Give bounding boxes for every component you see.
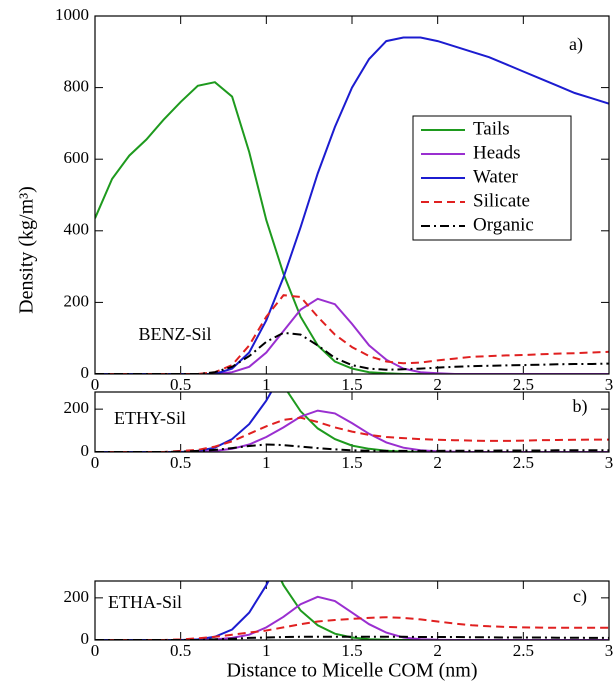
y-tick-label: 0 bbox=[81, 441, 90, 460]
annotation: ETHA-Sil bbox=[108, 592, 182, 612]
x-tick-label: 0 bbox=[91, 375, 100, 394]
x-tick-label: 1.5 bbox=[341, 641, 362, 660]
x-tick-label: 2.5 bbox=[513, 453, 534, 472]
annotation: b) bbox=[573, 396, 588, 417]
x-axis-label: Distance to Micelle COM (nm) bbox=[226, 660, 477, 682]
data-line bbox=[286, 392, 609, 452]
y-tick-label: 0 bbox=[81, 629, 90, 648]
y-tick-label: 1000 bbox=[55, 5, 89, 24]
y-tick-label: 200 bbox=[64, 587, 90, 606]
plot-frame bbox=[94, 391, 610, 453]
x-tick-label: 1.5 bbox=[341, 375, 362, 394]
x-tick-label: 2.5 bbox=[513, 641, 534, 660]
x-tick-label: 2 bbox=[433, 375, 442, 394]
data-line bbox=[95, 409, 609, 452]
y-tick-label: 200 bbox=[64, 398, 90, 417]
x-tick-label: 0 bbox=[91, 641, 100, 660]
x-tick-label: 1.5 bbox=[341, 453, 362, 472]
data-line bbox=[95, 297, 609, 374]
data-line bbox=[95, 595, 609, 640]
plot-frame bbox=[94, 580, 610, 641]
x-tick-label: 1 bbox=[262, 375, 271, 394]
x-tick-label: 0.5 bbox=[170, 375, 191, 394]
annotation: ETHY-Sil bbox=[114, 408, 186, 428]
x-tick-label: 3 bbox=[605, 641, 614, 660]
x-tick-label: 0.5 bbox=[170, 453, 191, 472]
y-tick-label: 400 bbox=[64, 220, 90, 239]
data-line bbox=[95, 416, 609, 452]
x-tick-label: 2 bbox=[433, 453, 442, 472]
data-line bbox=[95, 81, 609, 374]
x-tick-label: 0 bbox=[91, 453, 100, 472]
annotation: BENZ-Sil bbox=[138, 324, 211, 344]
x-tick-label: 3 bbox=[605, 453, 614, 472]
y-tick-label: 800 bbox=[64, 77, 90, 96]
x-tick-label: 1 bbox=[262, 453, 271, 472]
legend-label: Heads bbox=[473, 142, 520, 163]
y-tick-label: 600 bbox=[64, 148, 90, 167]
x-tick-label: 3 bbox=[605, 375, 614, 394]
legend-label: Tails bbox=[473, 118, 510, 139]
legend-label: Water bbox=[473, 166, 519, 187]
y-axis-label: Density (kg/m³) bbox=[16, 186, 38, 314]
legend-label: Silicate bbox=[473, 190, 530, 211]
x-tick-label: 2 bbox=[433, 641, 442, 660]
annotation: c) bbox=[573, 586, 587, 607]
y-tick-label: 200 bbox=[64, 291, 90, 310]
legend-label: Organic bbox=[473, 214, 534, 235]
x-tick-label: 0.5 bbox=[170, 641, 191, 660]
data-line bbox=[95, 36, 609, 374]
y-tick-label: 0 bbox=[81, 363, 90, 382]
plot-frame bbox=[94, 15, 610, 375]
x-tick-label: 2.5 bbox=[513, 375, 534, 394]
data-line bbox=[280, 581, 609, 640]
annotation: a) bbox=[569, 34, 583, 55]
x-tick-label: 1 bbox=[262, 641, 271, 660]
data-line bbox=[95, 294, 609, 374]
